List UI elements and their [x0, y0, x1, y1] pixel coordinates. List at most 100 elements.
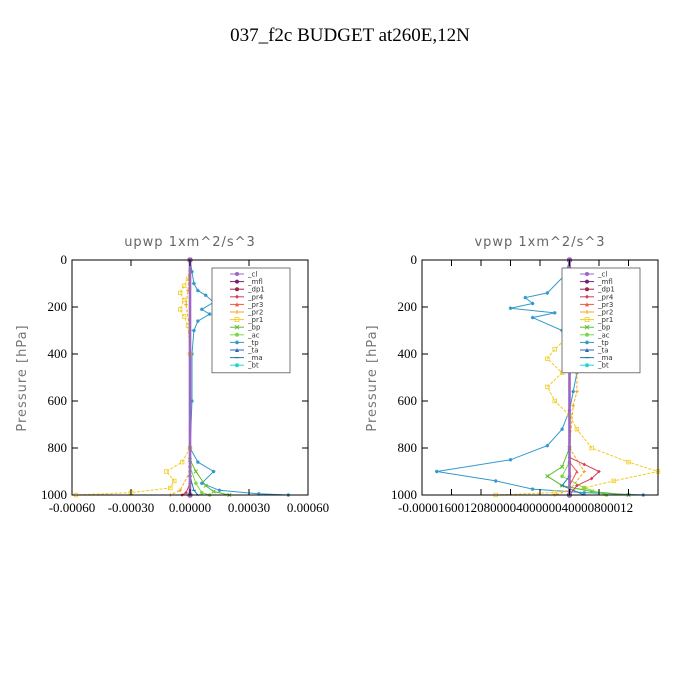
upwp-legend-label: _mfl	[247, 278, 263, 286]
vpwp-point-pr4	[589, 476, 594, 481]
vpwp-legend-label: _cl	[597, 271, 607, 279]
upwp-x-tick-label: -0.00030	[108, 500, 155, 515]
vpwp-y-tick-label: 800	[398, 440, 418, 455]
upwp-point-tp	[257, 492, 261, 496]
vpwp-point-pr1	[611, 478, 616, 484]
vpwp-point-tp	[545, 443, 550, 448]
vpwp-point-tp	[530, 301, 535, 306]
vpwp-point-pr1	[589, 445, 594, 451]
upwp-point-tp	[192, 328, 196, 333]
upwp-legend-label: _pr2	[247, 309, 263, 317]
upwp-point-bp	[203, 483, 208, 488]
upwp-y-tick-label: 600	[48, 393, 68, 408]
upwp-point-tp	[200, 481, 204, 486]
vpwp-legend-label: _ac	[597, 331, 610, 339]
upwp-x-tick-label: -0.00060	[49, 500, 96, 515]
upwp-legend-marker	[235, 302, 239, 307]
upwp-point-tp	[211, 469, 216, 474]
upwp-point-tp	[190, 399, 194, 403]
vpwp-point-tp	[571, 389, 575, 394]
upwp-legend-label: _ta	[247, 347, 259, 355]
upwp-y-tick-label: 0	[61, 252, 68, 267]
vpwp-point-tp	[508, 306, 513, 310]
upwp-series-line-pr2	[170, 259, 191, 496]
upwp-y-tick-label: 1000	[41, 487, 67, 502]
vpwp-legend-marker	[585, 310, 589, 314]
vpwp-point-pr2	[571, 403, 575, 408]
upwp-point-tp	[190, 269, 194, 274]
vpwp-legend-marker	[585, 287, 589, 292]
vpwp-legend-label: _ma	[597, 354, 613, 362]
upwp-legend-marker	[234, 324, 240, 330]
upwp-panel-title: upwp 1xm^2/s^3	[124, 235, 256, 250]
upwp-panel: upwp 1xm^2/s^3 Pressure [hPa] 0 200 400 600…	[15, 235, 329, 515]
vpwp-point-pr4	[582, 462, 587, 467]
vpwp-legend-label: _pr1	[597, 316, 613, 324]
vpwp-y-tick-label: 1000	[391, 487, 417, 502]
upwp-legend-label: _pr4	[247, 293, 264, 301]
upwp-point-tp	[203, 293, 208, 298]
upwp-legend-marker	[235, 272, 239, 276]
vpwp-legend-label: _pr2	[597, 309, 613, 317]
upwp-legend-label: _dp1	[247, 286, 265, 294]
vpwp-point-ac	[582, 486, 587, 490]
upwp-legend-marker	[235, 310, 239, 314]
upwp-point-bp	[211, 489, 216, 494]
vpwp-point-tp	[530, 487, 535, 491]
upwp-legend-label: _tp	[247, 339, 259, 347]
upwp-point-tp	[196, 288, 200, 293]
vpwp-point-pr1	[545, 384, 550, 390]
vpwp-point-pr1	[545, 356, 550, 361]
upwp-x-tick-label: 0.00060	[287, 500, 329, 515]
vpwp-y-tick-label: 600	[398, 393, 418, 408]
upwp-legend-label: _ma	[247, 354, 263, 362]
upwp-legend-label: _bt	[247, 362, 259, 370]
vpwp-point-pr3	[575, 469, 579, 474]
upwp-point-tp	[196, 460, 200, 464]
upwp-y-tick-label: 800	[48, 440, 68, 455]
upwp-point-pr1	[181, 297, 187, 303]
vpwp-point-pr2	[582, 469, 587, 474]
vpwp-legend: _cl_mfl_dp1_pr4_pr3_pr2_pr1_bp_ac_tp_ta_…	[561, 267, 641, 374]
vpwp-point-tp	[434, 469, 439, 474]
vpwp-y-tick-label: 400	[398, 346, 418, 361]
upwp-point-tp	[192, 281, 196, 286]
vpwp-point-tp	[560, 427, 564, 431]
vpwp-point-bp	[559, 464, 565, 469]
upwp-legend-marker	[235, 294, 239, 299]
vpwp-point-tp	[552, 311, 557, 315]
vpwp-legend-marker	[584, 324, 590, 330]
vpwp-point-pr1	[626, 459, 631, 465]
vpwp-legend-marker	[585, 348, 589, 352]
vpwp-point-bp	[545, 474, 550, 479]
upwp-point-pr4	[184, 490, 188, 495]
vpwp-point-tp	[530, 315, 535, 320]
upwp-x-tick-label: 0.00030	[228, 500, 270, 515]
upwp-legend: _cl_mfl_dp1_pr4_pr3_pr2_pr1_bp_ac_tp_ta_…	[211, 267, 291, 374]
vpwp-point-pr2	[575, 389, 579, 394]
upwp-legend-marker	[235, 332, 239, 337]
vpwp-point-tp	[493, 479, 498, 483]
upwp-point-pr1	[181, 283, 187, 289]
upwp-point-pr1	[181, 314, 187, 319]
upwp-point-pr2	[184, 302, 188, 307]
vpwp-point-pr4	[597, 469, 601, 474]
vpwp-legend-label: _ta	[597, 347, 609, 355]
upwp-legend-label: _pr1	[247, 316, 263, 324]
upwp-point-pr1	[177, 290, 183, 296]
upwp-legend-label: _pr3	[247, 301, 263, 309]
vpwp-legend-label: _pr3	[597, 301, 613, 309]
vpwp-legend-label: _tp	[597, 339, 609, 347]
vpwp-legend-marker	[585, 302, 589, 307]
vpwp-y-axis-label: Pressure [hPa]	[365, 324, 380, 431]
vpwp-legend-label: _dp1	[597, 286, 615, 294]
upwp-y-tick-label: 400	[48, 346, 68, 361]
vpwp-point-pr1	[552, 347, 557, 352]
upwp-legend-label: _cl	[247, 271, 257, 279]
upwp-point-tp	[200, 307, 204, 312]
vpwp-legend-marker	[584, 317, 590, 323]
upwp-y-axis-label: Pressure [hPa]	[15, 324, 30, 431]
vpwp-legend-box	[561, 267, 641, 374]
upwp-ticks-layer: 0 200 400 600 800 1000-0.00060 -0.00030 0.00000…	[41, 252, 329, 515]
vpwp-y-tick-label: 200	[398, 299, 418, 314]
